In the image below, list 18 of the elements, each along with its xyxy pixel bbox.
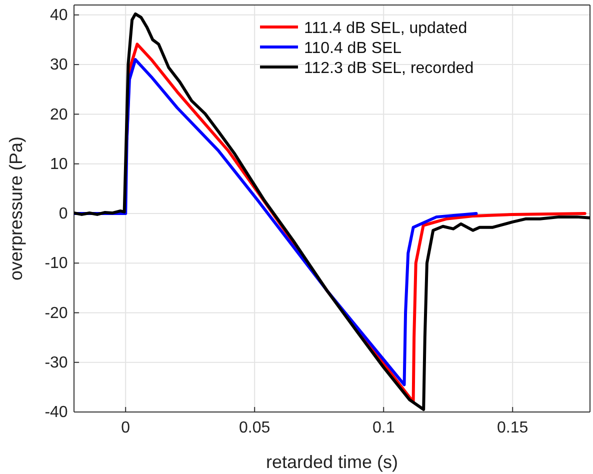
y-tick-label: -30 [44, 354, 68, 372]
y-axis-title: overpressure (Pa) [6, 136, 26, 281]
legend-label: 111.4 dB SEL, updated [304, 20, 468, 37]
y-tick-label: 40 [50, 7, 68, 24]
y-tick-label: 30 [50, 56, 68, 74]
x-tick-label: 0 [121, 420, 130, 437]
y-tick-label: 20 [50, 106, 68, 124]
legend-label: 110.4 dB SEL [304, 40, 402, 57]
x-axis-title: retarded time (s) [266, 452, 398, 472]
y-tick-label: 0 [58, 206, 68, 223]
x-tick-label: 0.15 [497, 420, 528, 437]
y-tick-label: -40 [44, 404, 68, 422]
x-tick-label: 0.05 [239, 420, 270, 437]
y-tick-label: -10 [44, 255, 68, 272]
y-tick-label: 10 [50, 156, 68, 173]
x-tick-label: 0.1 [372, 420, 395, 437]
legend-label: 112.3 dB SEL, recorded [304, 60, 474, 77]
y-tick-label: -20 [44, 304, 68, 322]
